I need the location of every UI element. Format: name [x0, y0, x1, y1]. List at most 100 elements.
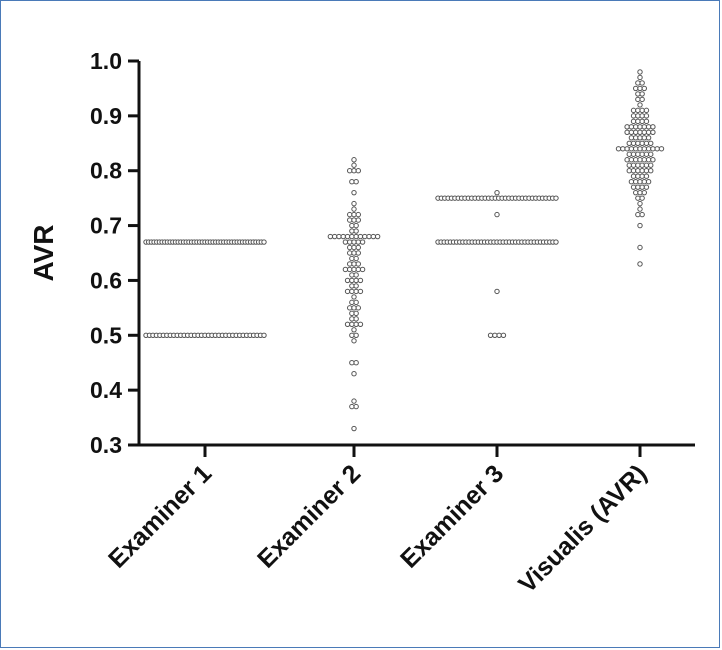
data-point: [351, 266, 357, 273]
data-point: [347, 244, 353, 251]
data-point: [645, 157, 652, 163]
y-tick-label: 0.9: [90, 103, 122, 129]
data-point: [628, 124, 635, 130]
data-point: [351, 217, 357, 223]
data-point: [353, 321, 359, 328]
data-point: [628, 135, 635, 141]
data-point: [353, 283, 359, 289]
data-point: [353, 288, 359, 295]
data-point: [494, 211, 500, 218]
data-point: [645, 124, 652, 130]
data-point: [633, 129, 639, 136]
data-point: [344, 233, 351, 240]
data-point: [347, 305, 353, 311]
data-point: [643, 173, 650, 179]
data-point: [355, 244, 361, 251]
data-point: [628, 178, 635, 185]
data-point: [637, 69, 643, 75]
data-point: [349, 233, 355, 240]
data-point: [355, 266, 361, 273]
data-point: [650, 129, 656, 136]
data-point: [637, 129, 643, 136]
data-point: [635, 211, 641, 218]
data-point: [327, 233, 334, 240]
data-point: [353, 360, 359, 366]
data-point: [351, 327, 357, 333]
data-point: [633, 124, 639, 130]
data-point: [359, 239, 366, 245]
data-point: [639, 91, 645, 97]
data-point: [349, 321, 355, 328]
data-point: [347, 266, 353, 273]
y-tick-label: 0.3: [90, 432, 122, 458]
data-point: [650, 124, 656, 130]
data-point: [637, 178, 643, 185]
data-point: [639, 211, 645, 218]
data-point: [351, 206, 357, 212]
data-point: [351, 338, 357, 344]
data-point: [645, 146, 652, 152]
data-point: [353, 277, 359, 284]
data-point: [351, 398, 357, 404]
data-point: [637, 206, 643, 212]
y-tick-label: 0.8: [90, 158, 122, 184]
data-point: [349, 277, 355, 284]
data-point: [331, 233, 338, 240]
x-category-label: Examiner 3: [395, 459, 509, 573]
y-tick-label: 0.6: [90, 267, 122, 293]
data-point: [643, 118, 650, 125]
data-point: [639, 96, 645, 103]
data-point: [349, 403, 355, 410]
data-point: [637, 189, 643, 196]
data-point: [628, 129, 635, 136]
data-point: [355, 211, 361, 218]
data-point: [500, 332, 507, 338]
data-point: [351, 157, 357, 163]
data-point: [342, 266, 349, 273]
data-point: [353, 233, 359, 240]
data-point: [261, 332, 267, 338]
data-point: [643, 140, 650, 146]
data-point: [648, 168, 654, 174]
data-point: [635, 113, 641, 119]
data-point: [635, 91, 641, 97]
data-point: [639, 195, 645, 201]
data-point: [630, 162, 637, 168]
data-point: [351, 250, 357, 256]
data-point: [374, 233, 381, 240]
data-point: [637, 85, 643, 92]
data-point: [633, 85, 639, 92]
data-point: [357, 288, 364, 295]
data-point: [359, 266, 366, 273]
y-tick-label: 0.5: [90, 322, 122, 348]
data-point: [633, 146, 639, 152]
data-point: [630, 107, 637, 114]
data-point: [633, 135, 639, 141]
data-point: [637, 124, 643, 130]
data-point: [351, 168, 357, 174]
data-point: [366, 233, 372, 240]
x-category-label: Examiner 1: [103, 459, 217, 573]
data-point: [353, 272, 359, 278]
data-point: [355, 168, 361, 174]
y-axis-title: AVR: [28, 224, 59, 281]
data-point: [637, 222, 643, 229]
data-point: [342, 239, 349, 245]
y-tick-label: 0.7: [90, 213, 122, 239]
data-point: [658, 146, 665, 152]
data-point: [353, 299, 359, 306]
data-point: [635, 80, 641, 86]
data-point: [643, 107, 650, 114]
data-point: [351, 294, 357, 300]
data-point: [349, 283, 355, 289]
y-tick-label: 0.4: [90, 377, 122, 403]
data-point: [353, 228, 359, 234]
data-point: [633, 178, 639, 185]
data-point: [344, 321, 351, 328]
data-point: [353, 178, 359, 185]
data-point: [641, 178, 647, 185]
data-point: [648, 162, 654, 168]
data-point: [347, 250, 353, 256]
data-point: [626, 151, 632, 157]
data-point: [351, 261, 357, 267]
